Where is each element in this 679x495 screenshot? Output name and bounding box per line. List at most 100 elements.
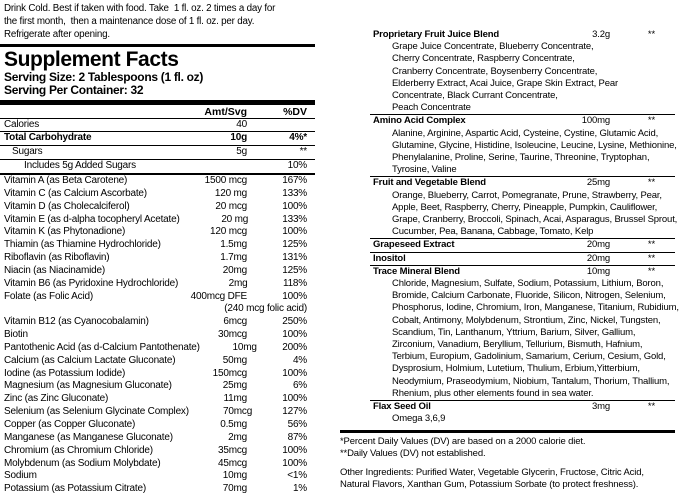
fact-row: Calories 40 [0, 119, 315, 133]
fact-row: Selenium (as Selenium Glycinate Complex)… [0, 406, 315, 419]
blend-ingredients: Grape Juice Concentrate, Blueberry Conce… [370, 41, 675, 114]
fact-row: Potassium (as Potassium Citrate) 70mg 1% [0, 483, 315, 495]
fact-name: Sodium [4, 470, 37, 482]
fact-dv: 100% [282, 226, 307, 238]
fact-row: Thiamin (as Thiamine Hydrochloride) 1.5mg… [0, 239, 315, 252]
ingredient-line: Glutamine, Glycine, Histidine, Isoleucin… [392, 139, 677, 151]
fact-amount: 6mcg [223, 316, 247, 328]
fact-amount: 20 mcg [215, 200, 247, 212]
fact-amount: 11mg [223, 393, 248, 405]
other-ingredients-line: Natural Flavors, Xanthan Gum, Potassium … [340, 479, 639, 491]
fact-name: Vitamin B12 (as Cyanocobalamin) [4, 316, 149, 328]
fact-dv: ** [299, 146, 308, 158]
label-left-column: Drink Cold. Best if taken with food. Tak… [0, 0, 315, 495]
fact-amount: 150mcg [212, 367, 248, 379]
fact-dv: 118% [282, 277, 307, 289]
blend-section: Trace Mineral Blend 10mg ** Chloride, Magne… [370, 264, 679, 400]
fact-dv: 100% [282, 393, 307, 405]
blend-dv: ** [647, 401, 655, 413]
fact-amount: 10g [230, 132, 247, 144]
fact-dv: 100% [282, 200, 307, 212]
ingredient-line: Grape, Cranberry, Broccoli, Spinach, Aca… [392, 214, 678, 226]
fact-dv: 100% [282, 290, 307, 302]
fact-amount: 20mg [222, 264, 247, 276]
header-divider-bar [0, 99, 315, 105]
ingredient-line: Terbium, Europium, Gadolinium, Samarium,… [392, 351, 666, 363]
ingredient-line: Phosphorus, Iodine, Chromium, Iron, Mang… [392, 302, 679, 314]
fact-dv: 200% [282, 341, 307, 353]
fact-row: Vitamin E (as d-alpha tocopheryl Acetate… [0, 214, 315, 227]
fact-sub-amount: (240 mcg folic acid) [224, 303, 307, 315]
fact-amount: 20 mg [221, 213, 249, 225]
fact-row: Total Carbohydrate 10g 4%* [0, 132, 315, 147]
fact-row: Folate (as Folic Acid) 400mcg DFE 100% [0, 291, 315, 304]
fact-name: Thiamin (as Thiamine Hydrochloride) [4, 239, 161, 251]
fact-dv: 167% [282, 174, 307, 186]
fact-dv [255, 119, 315, 132]
directions-line: the first month, then a maintenance dose… [4, 16, 255, 28]
usage-directions: Drink Cold. Best if taken with food. Tak… [0, 0, 315, 47]
ingredient-line: Omega 3,6,9 [392, 413, 446, 425]
ingredient-line: Peach Concentrate [392, 102, 471, 114]
blend-section: Amino Acid Complex 100mg ** Alanine, Argini… [370, 114, 677, 176]
facts-rows: Calories 40 Total Carbohydrate 10g 4%* Sugars… [0, 119, 315, 495]
fact-row: Includes 5g Added Sugars 10% [0, 160, 315, 175]
fact-row: Vitamin B12 (as Cyanocobalamin) 6mcg 250% [0, 316, 315, 329]
blend-amount: 10mg [586, 265, 610, 277]
fact-dv: 56% [287, 419, 308, 431]
fact-row: Magnesium (as Magnesium Gluconate) 25mg 6% [0, 380, 315, 393]
fact-name: Sugars [12, 146, 43, 158]
fact-row: Vitamin A (as Beta Carotene) 1500 mcg 167% [0, 175, 315, 188]
fact-row: Zinc (as Zinc Gluconate) 11mg 100% [0, 393, 315, 406]
other-ingredients: Other Ingredients: Purified Water, Veget… [340, 467, 675, 492]
column-header-amount: Amt/Svg [204, 105, 247, 118]
fact-amount: 2mg [228, 277, 248, 289]
fact-row: Biotin 30mcg 100% [0, 329, 315, 342]
fact-row: Chromium (as Chromium Chloride) 35mcg 100% [0, 445, 315, 458]
blend-dv: ** [647, 115, 655, 127]
blend-sections: Proprietary Fruit Juice Blend 3.2g ** Grape… [338, 29, 679, 426]
fact-amount: 5g [236, 146, 247, 158]
fact-name: Zinc (as Zinc Gluconate) [4, 393, 109, 405]
fact-dv: 125% [282, 264, 307, 276]
ingredient-line: Alanine, Arginine, Aspartic Acid, Cystei… [392, 127, 659, 139]
fact-row: Vitamin C (as Calcium Ascorbate) 120 mg 13… [0, 188, 315, 201]
fact-row: Riboflavin (as Riboflavin) 1.7mg 131% [0, 252, 315, 265]
blend-name: Amino Acid Complex [373, 115, 466, 127]
blend-name: Grapeseed Extract [373, 239, 455, 251]
blend-header: Inositol 20mg ** [370, 253, 675, 265]
blend-header: Trace Mineral Blend 10mg ** [370, 266, 675, 278]
blend-dv: ** [647, 265, 655, 277]
ingredient-line: Rhenium, plus other elements found in se… [392, 387, 594, 399]
fact-name: Vitamin A (as Beta Carotene) [4, 174, 128, 186]
blend-name: Trace Mineral Blend [373, 265, 460, 277]
fact-row: Molybdenum (as Sodium Molybdate) 45mcg 100… [0, 458, 315, 471]
fact-name: Molybdenum (as Sodium Molybdate) [4, 457, 161, 469]
blend-name: Inositol [373, 252, 406, 264]
fact-name: Copper (as Copper Gluconate) [4, 419, 136, 431]
fact-dv: 100% [282, 457, 307, 469]
fact-amount: 0.5mg [220, 419, 247, 431]
ingredient-line: Scandium, Tin, Lanthanum, Yttrium, Bariu… [392, 326, 636, 338]
fact-amount: 35mcg [217, 444, 247, 456]
ingredient-line: Neodymium, Praseodymium, Niobium, Tantal… [392, 375, 670, 387]
fact-dv: 100% [282, 444, 307, 456]
fact-amount: 120 mg [214, 187, 247, 199]
ingredient-line: Cherry Concentrate, Raspberry Concentrat… [392, 53, 575, 65]
blend-header: Fruit and Vegetable Blend 25mg ** [370, 177, 675, 189]
fact-row: Iodine (as Potassium Iodide) 150mcg 100% [0, 368, 315, 381]
blend-section: Grapeseed Extract 20mg ** [370, 238, 675, 251]
fact-dv: 127% [282, 406, 307, 418]
blend-header: Flax Seed Oil 3mg ** [370, 401, 675, 413]
ingredient-line: Cucumber, Pea, Banana, Cabbage, Tomato, … [392, 226, 594, 238]
ingredient-line: Tyrosine, Valine [392, 164, 457, 176]
blend-header: Grapeseed Extract 20mg ** [370, 239, 675, 251]
fact-name: Chromium (as Chromium Chloride) [4, 444, 153, 456]
fact-name: Pantothenic Acid (as d-Calcium Pantothen… [4, 341, 200, 353]
fact-name: Includes 5g Added Sugars [24, 160, 136, 172]
fact-name: Selenium (as Selenium Glycinate Complex) [4, 406, 189, 418]
fact-dv: <1% [287, 470, 307, 482]
blend-dv: ** [647, 29, 655, 40]
fact-amount: 70mcg [223, 406, 253, 418]
